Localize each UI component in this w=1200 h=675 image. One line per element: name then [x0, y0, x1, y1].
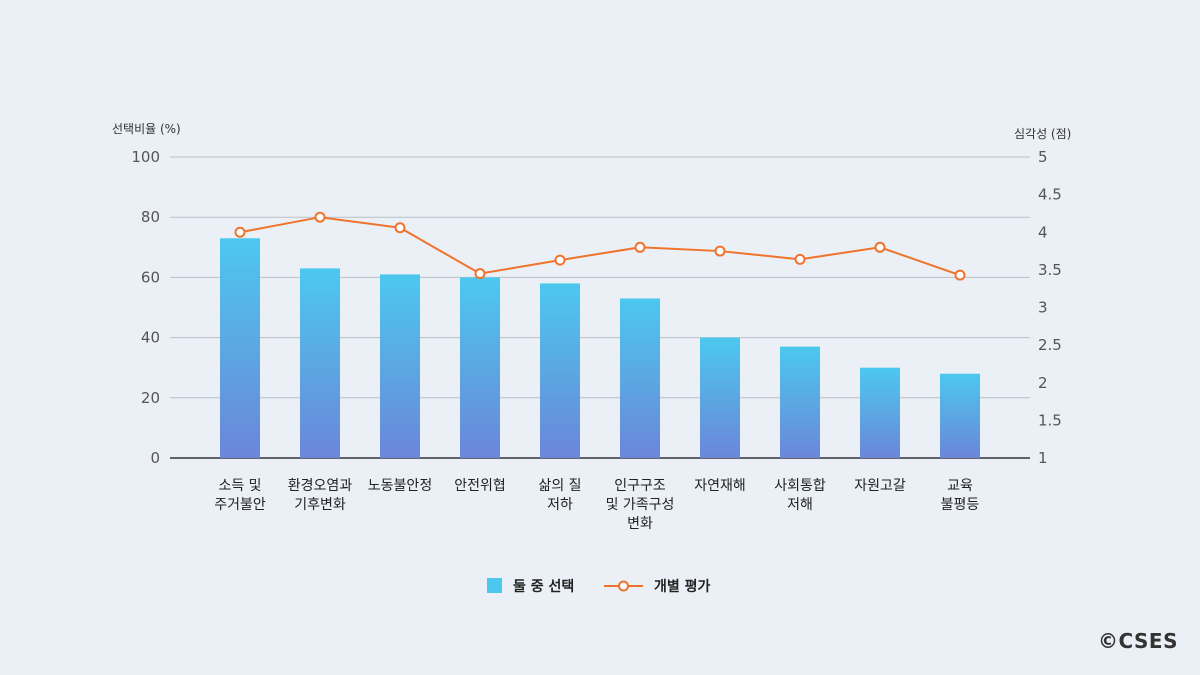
grid-lines	[170, 156, 1030, 459]
bar	[620, 298, 660, 458]
y2-axis-ticks: 1 1.5 2 2.5 3 3.5 4 4.5 5	[1038, 148, 1062, 467]
x-axis-categories: 소득 및 주거불안 환경오염과 기후변화 노동불안정 안전위협 삶의 질 저하 인구구조 및 가족…	[214, 478, 979, 532]
line-point	[234, 226, 246, 238]
line-point	[954, 269, 966, 281]
legend-bar-swatch	[487, 578, 502, 593]
x-category-label: 소득 및 주거불안	[214, 478, 266, 513]
y2-tick-label: 4.5	[1038, 186, 1062, 204]
y2-tick-label: 2	[1038, 374, 1048, 392]
line-point	[394, 222, 406, 234]
legend-line-label: 개별 평가	[654, 578, 711, 595]
y2-tick-label: 2.5	[1038, 336, 1062, 354]
x-category-label: 삶의 질 저하	[538, 478, 581, 513]
line-point	[554, 254, 566, 266]
y2-tick-label: 5	[1038, 148, 1048, 166]
bar	[460, 277, 500, 458]
x-category-label: 인구구조 및 가족구성 변화	[606, 478, 675, 532]
y-tick-label: 80	[141, 208, 160, 226]
bar	[540, 283, 580, 458]
x-category-label: 자연재해	[694, 478, 746, 494]
x-category-label: 사회통합 저해	[774, 478, 826, 513]
y2-tick-label: 4	[1038, 223, 1048, 241]
x-category-label: 자원고갈	[854, 478, 906, 494]
y-axis-title: 선택비율 (%)	[112, 122, 181, 136]
copyright-credit: ©CSES	[1097, 629, 1178, 653]
y2-axis-title: 심각성 (점)	[1014, 127, 1071, 141]
y2-tick-label: 1	[1038, 449, 1048, 467]
bar	[860, 367, 900, 458]
bar-series	[220, 238, 980, 458]
x-category-label: 환경오염과 기후변화	[288, 478, 353, 513]
line-point	[714, 245, 726, 257]
x-category-label: 안전위협	[454, 478, 506, 494]
bar	[380, 274, 420, 458]
y-tick-label: 60	[141, 268, 160, 286]
x-category-label: 교육 불평등	[941, 478, 980, 513]
bar	[220, 238, 260, 458]
bar	[700, 337, 740, 458]
bar	[300, 268, 340, 458]
legend: 둘 중 선택 개별 평가	[487, 578, 711, 595]
bar	[780, 346, 820, 458]
y-tick-label: 100	[131, 148, 160, 166]
line-point	[634, 241, 646, 253]
line-point	[474, 268, 486, 280]
line-series	[234, 211, 966, 281]
line-point	[314, 211, 326, 223]
y-axis-ticks: 0 20 40 60 80 100	[131, 148, 160, 467]
legend-line-marker	[618, 580, 629, 592]
y-tick-label: 20	[141, 389, 160, 407]
bar	[940, 373, 980, 458]
y2-tick-label: 1.5	[1038, 411, 1062, 429]
line-point	[874, 241, 886, 253]
line-path	[239, 216, 961, 277]
line-point	[794, 253, 806, 265]
x-category-label: 노동불안정	[368, 478, 432, 494]
legend-bar-label: 둘 중 선택	[513, 578, 574, 595]
y2-tick-label: 3.5	[1038, 261, 1062, 279]
y2-tick-label: 3	[1038, 299, 1048, 317]
y-tick-label: 0	[150, 449, 160, 467]
y-tick-label: 40	[141, 329, 160, 347]
